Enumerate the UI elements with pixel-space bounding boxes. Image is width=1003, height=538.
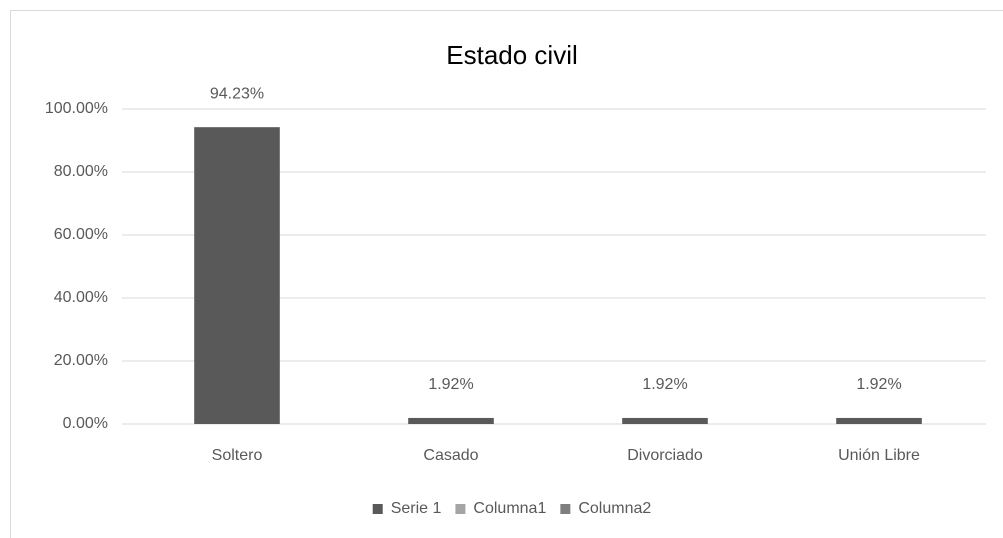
legend-label: Columna2 (578, 500, 651, 517)
y-tick-label: 0.00% (63, 415, 108, 432)
legend-swatch (372, 504, 383, 514)
legend-label: Serie 1 (391, 500, 442, 517)
x-tick-label: Unión Libre (838, 447, 920, 464)
bar (408, 417, 494, 424)
y-tick-label: 40.00% (54, 289, 108, 306)
legend-swatch (560, 504, 571, 514)
chart-title: Estado civil (446, 40, 578, 70)
data-label: 1.92% (642, 376, 687, 393)
data-label: 1.92% (428, 376, 473, 393)
data-label: 1.92% (856, 376, 901, 393)
legend-label: Columna1 (473, 500, 546, 517)
bar (194, 127, 280, 424)
x-tick-label: Divorciado (627, 447, 703, 464)
y-tick-label: 20.00% (54, 352, 108, 369)
y-tick-label: 100.00% (45, 100, 108, 117)
x-tick-label: Soltero (212, 447, 263, 464)
bar (836, 417, 922, 424)
y-tick-label: 60.00% (54, 226, 108, 243)
legend-swatch (455, 504, 466, 514)
chart-border (10, 10, 1003, 538)
y-tick-label: 80.00% (54, 163, 108, 180)
bar (622, 417, 708, 424)
data-label: 94.23% (210, 85, 264, 102)
x-tick-label: Casado (423, 447, 478, 464)
